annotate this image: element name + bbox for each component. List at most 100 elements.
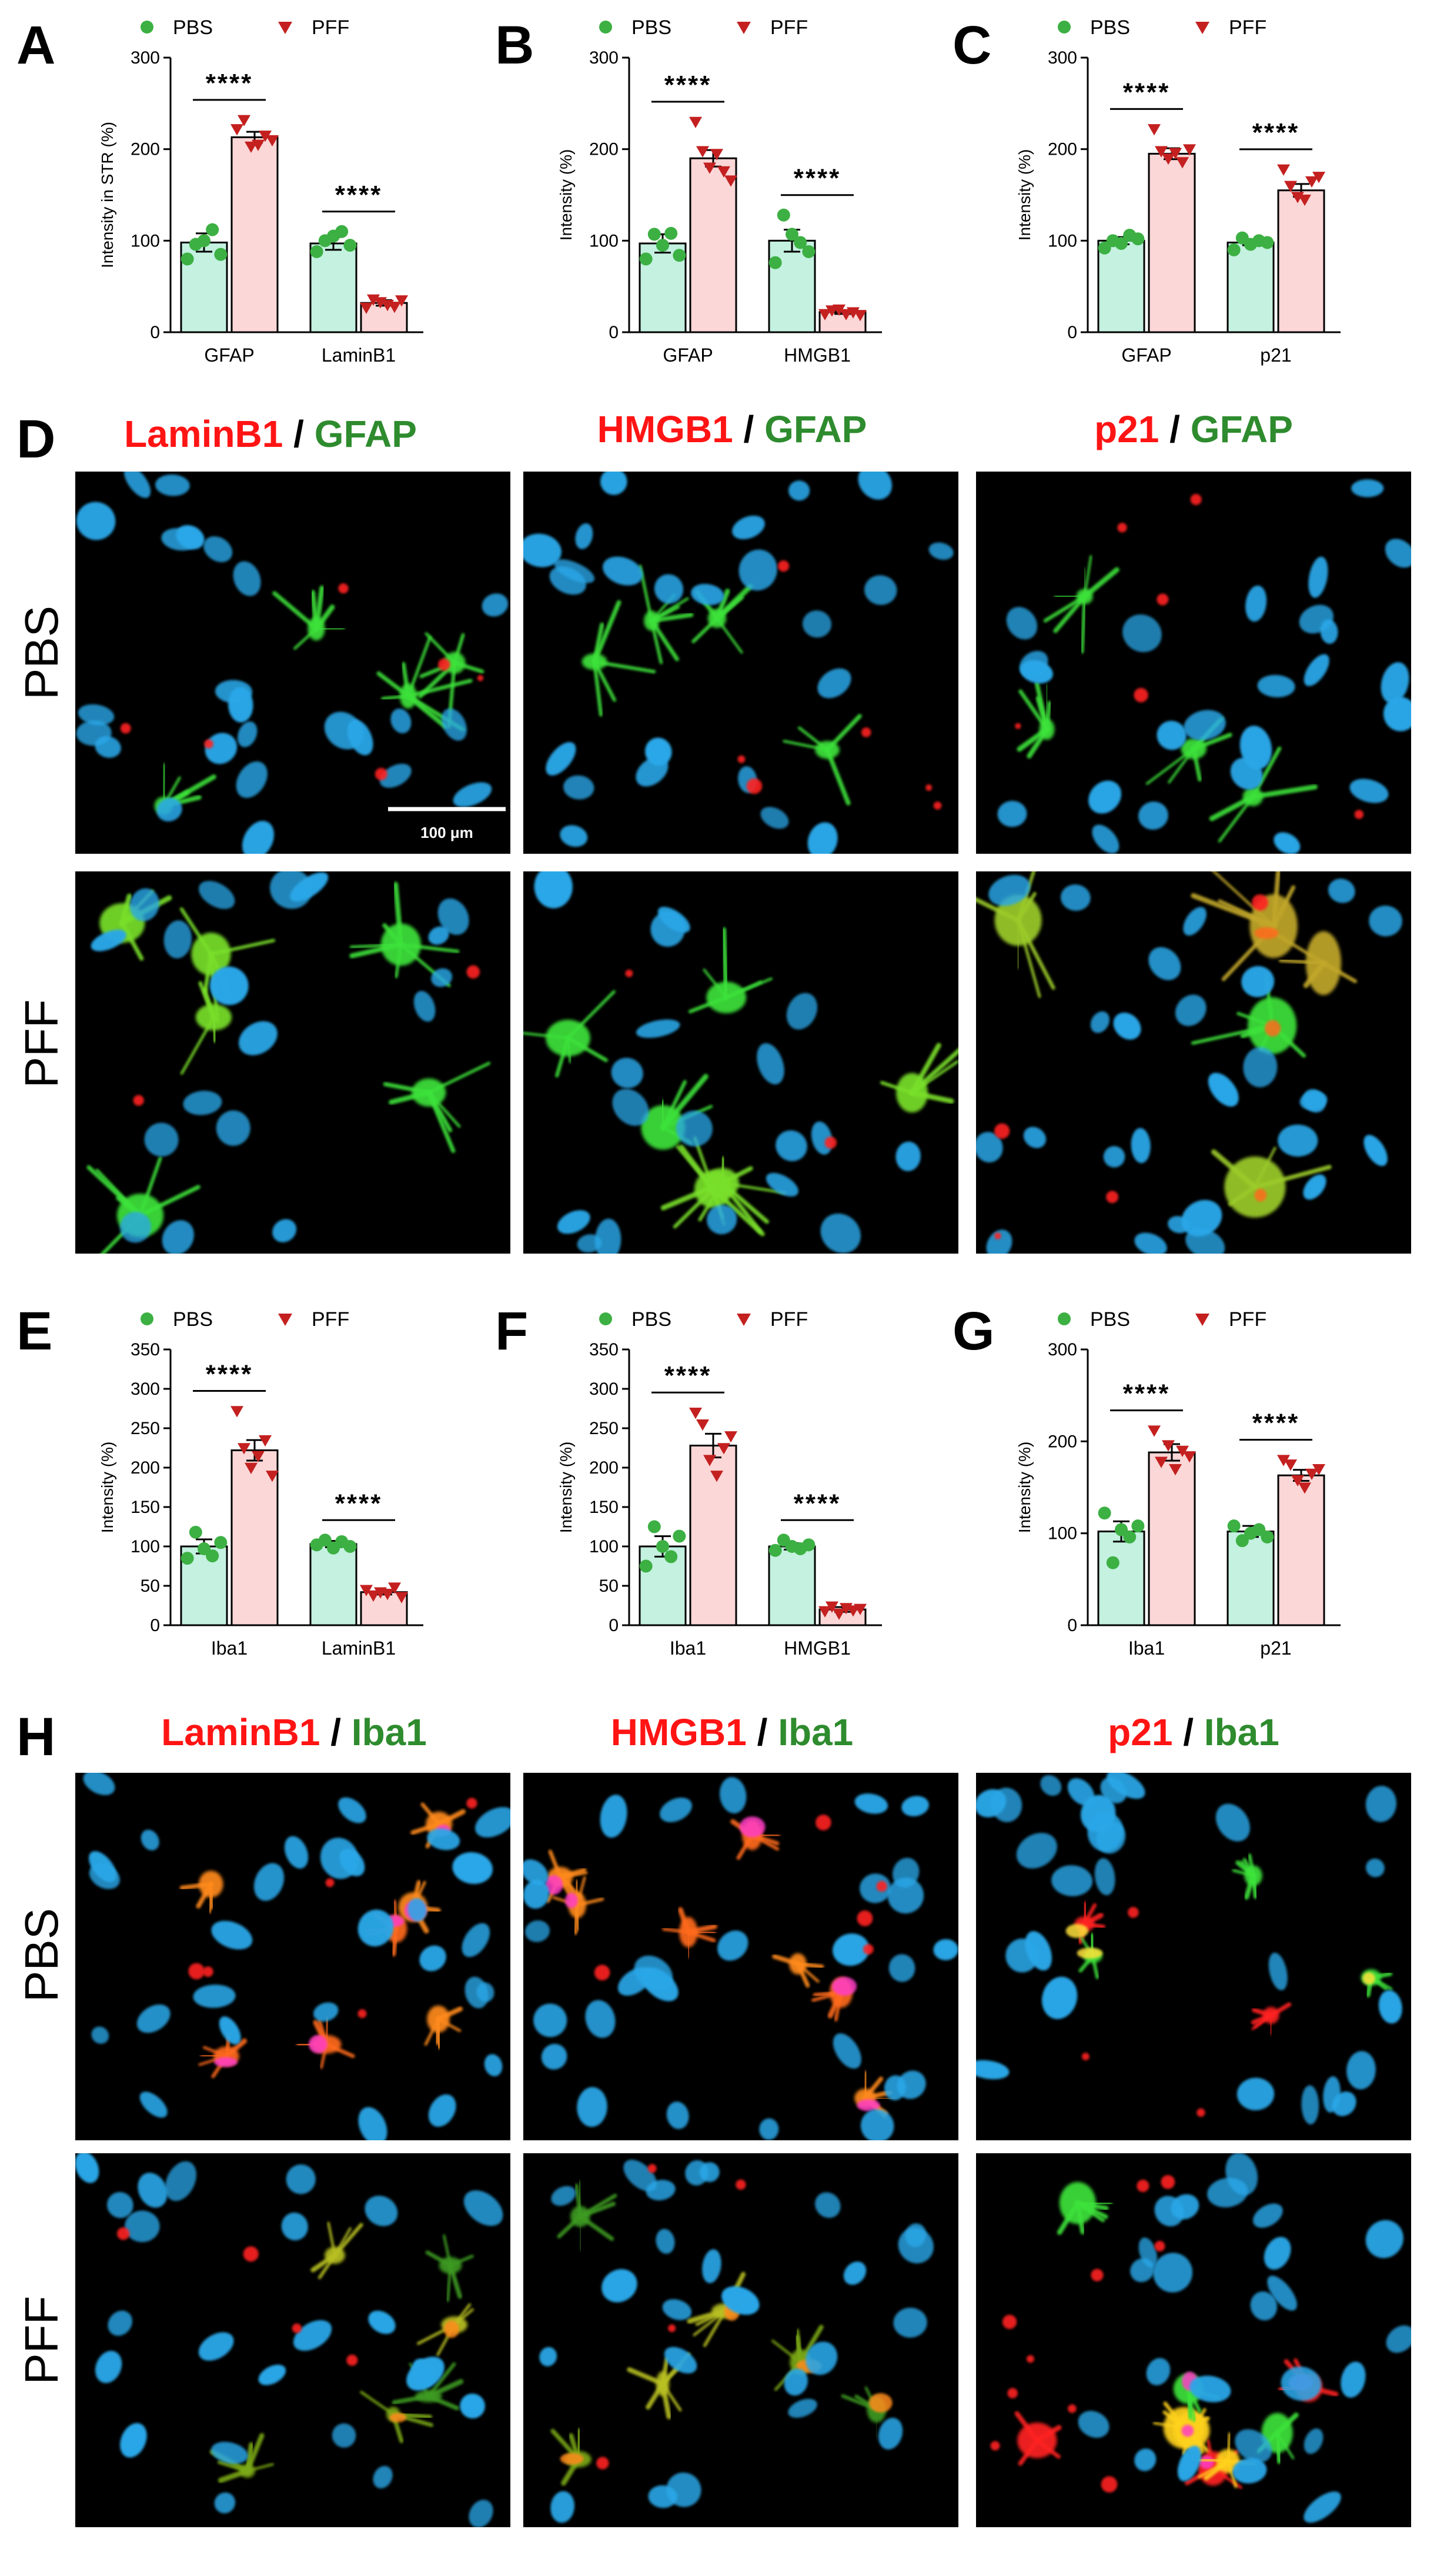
marker-spot (1065, 1924, 1088, 1938)
data-point-pbs (802, 1538, 816, 1552)
nucleus (139, 2091, 168, 2118)
nucleus (648, 2485, 677, 2508)
micrograph-background (523, 2153, 958, 2527)
nucleus (198, 2332, 234, 2361)
data-point-pbs (214, 248, 228, 261)
legend-pbs-marker (599, 21, 612, 34)
nucleus (233, 561, 261, 596)
y-tick-label: 200 (1048, 140, 1077, 159)
marker-punctum (477, 675, 484, 681)
marker-spot (389, 2413, 407, 2423)
data-point-pbs (1123, 1530, 1137, 1543)
cell-process (406, 679, 473, 698)
marker-punctum (1091, 2268, 1104, 2281)
marker-punctum (117, 2227, 130, 2240)
nucleus (1245, 585, 1267, 622)
image-grid-h: LaminB1 / Iba1 HMGB1 / Iba1 p21 / Iba1 P… (15, 1711, 1411, 2527)
marker-punctum (737, 755, 746, 763)
nucleus (390, 709, 412, 734)
y-tick-label: 300 (131, 48, 160, 68)
nucleus (721, 2286, 760, 2315)
nucleus (258, 2364, 286, 2385)
nucleus (95, 2351, 122, 2383)
nucleus (523, 533, 562, 567)
nucleus (1177, 2445, 1201, 2481)
nucleus (833, 2033, 861, 2069)
cell-body (325, 2247, 345, 2264)
data-point-pbs (198, 234, 210, 248)
title-separator: / (320, 1711, 351, 1753)
nucleus (1364, 1135, 1388, 1167)
cell-process (1250, 784, 1318, 800)
nucleus (1096, 1821, 1126, 1854)
data-point-pff (854, 1603, 867, 1615)
nucleus (1301, 2085, 1319, 2124)
cell-body (994, 894, 1042, 946)
marker-spot (1264, 1020, 1281, 1037)
nucleus (91, 2026, 109, 2044)
data-point-pff (703, 1455, 716, 1466)
nucleus (784, 2368, 808, 2396)
marker-punctum (990, 2441, 1000, 2451)
marker-spot (1181, 2424, 1194, 2437)
panel-label-a: A (16, 15, 55, 75)
nucleus (523, 1879, 549, 1909)
nucleus (1320, 619, 1338, 644)
nucleus (577, 1234, 602, 1253)
cell-body (239, 2464, 255, 2478)
data-point-pff (1183, 144, 1196, 156)
nucleus (1122, 614, 1162, 653)
nucleus (460, 2393, 485, 2419)
y-axis-label: Intensity (%) (557, 1442, 575, 1533)
data-point-pff (724, 1431, 737, 1443)
micrograph-background (75, 472, 510, 854)
data-point-pff (388, 302, 401, 313)
nucleus (357, 1909, 394, 1947)
marker-punctum (816, 1815, 831, 1830)
data-point-pff (266, 135, 279, 147)
title-green-iba1: Iba1 (1204, 1711, 1279, 1753)
micrograph-content (76, 472, 509, 854)
nucleus (898, 2227, 934, 2264)
nucleus (928, 542, 954, 560)
y-tick-label: 350 (131, 1340, 160, 1359)
micrograph-pff-p21-iba1 (976, 2153, 1411, 2527)
cell-body (415, 2390, 442, 2403)
nucleus (125, 2210, 160, 2243)
nucleus (1274, 832, 1301, 854)
nucleus (1378, 1990, 1402, 2024)
bar-chart-a: 0 100 200 300 Intensity in STR (%) PBS PFF GFAP… (98, 16, 423, 366)
data-point-pff (1162, 1440, 1175, 1452)
significance-label: **** (1252, 1409, 1300, 1438)
nucleus (1267, 2276, 1297, 2311)
marker-punctum (994, 1123, 1010, 1139)
data-point-pff (1305, 176, 1318, 188)
nucleus (1090, 1011, 1110, 1033)
nucleus (339, 1848, 365, 1876)
title-red-p21: p21 (1094, 408, 1159, 450)
marker-spot (1199, 2455, 1214, 2470)
cell-body (1076, 589, 1093, 604)
marker-punctum (1026, 2355, 1034, 2363)
data-point-pbs (189, 1525, 202, 1539)
column-title-laminb1-gfap: LaminB1 / GFAP (124, 413, 417, 455)
y-tick-label: 0 (150, 1616, 160, 1635)
nucleus (575, 523, 593, 549)
micrograph-background (976, 871, 1411, 1254)
category-label-hmgb1: HMGB1 (784, 345, 851, 366)
micrograph-pbs-hmgb1-gfap (523, 472, 958, 854)
marker-spot (1077, 1947, 1103, 1959)
nucleus (560, 825, 588, 847)
data-point-pff (238, 1443, 250, 1455)
title-red-p21: p21 (1108, 1711, 1172, 1753)
significance-label: **** (206, 69, 253, 98)
scale-bar-label: 100 μm (420, 824, 473, 841)
nucleus (1207, 2177, 1248, 2208)
y-tick-label: 300 (1048, 1340, 1077, 1359)
marker-spot (1254, 1188, 1267, 1202)
legend-pbs-marker (1058, 21, 1071, 34)
nucleus (1385, 539, 1411, 568)
marker-punctum (375, 767, 387, 780)
nucleus (887, 1877, 924, 1914)
column-title-hmgb1-iba1: HMGB1 / Iba1 (611, 1711, 854, 1753)
